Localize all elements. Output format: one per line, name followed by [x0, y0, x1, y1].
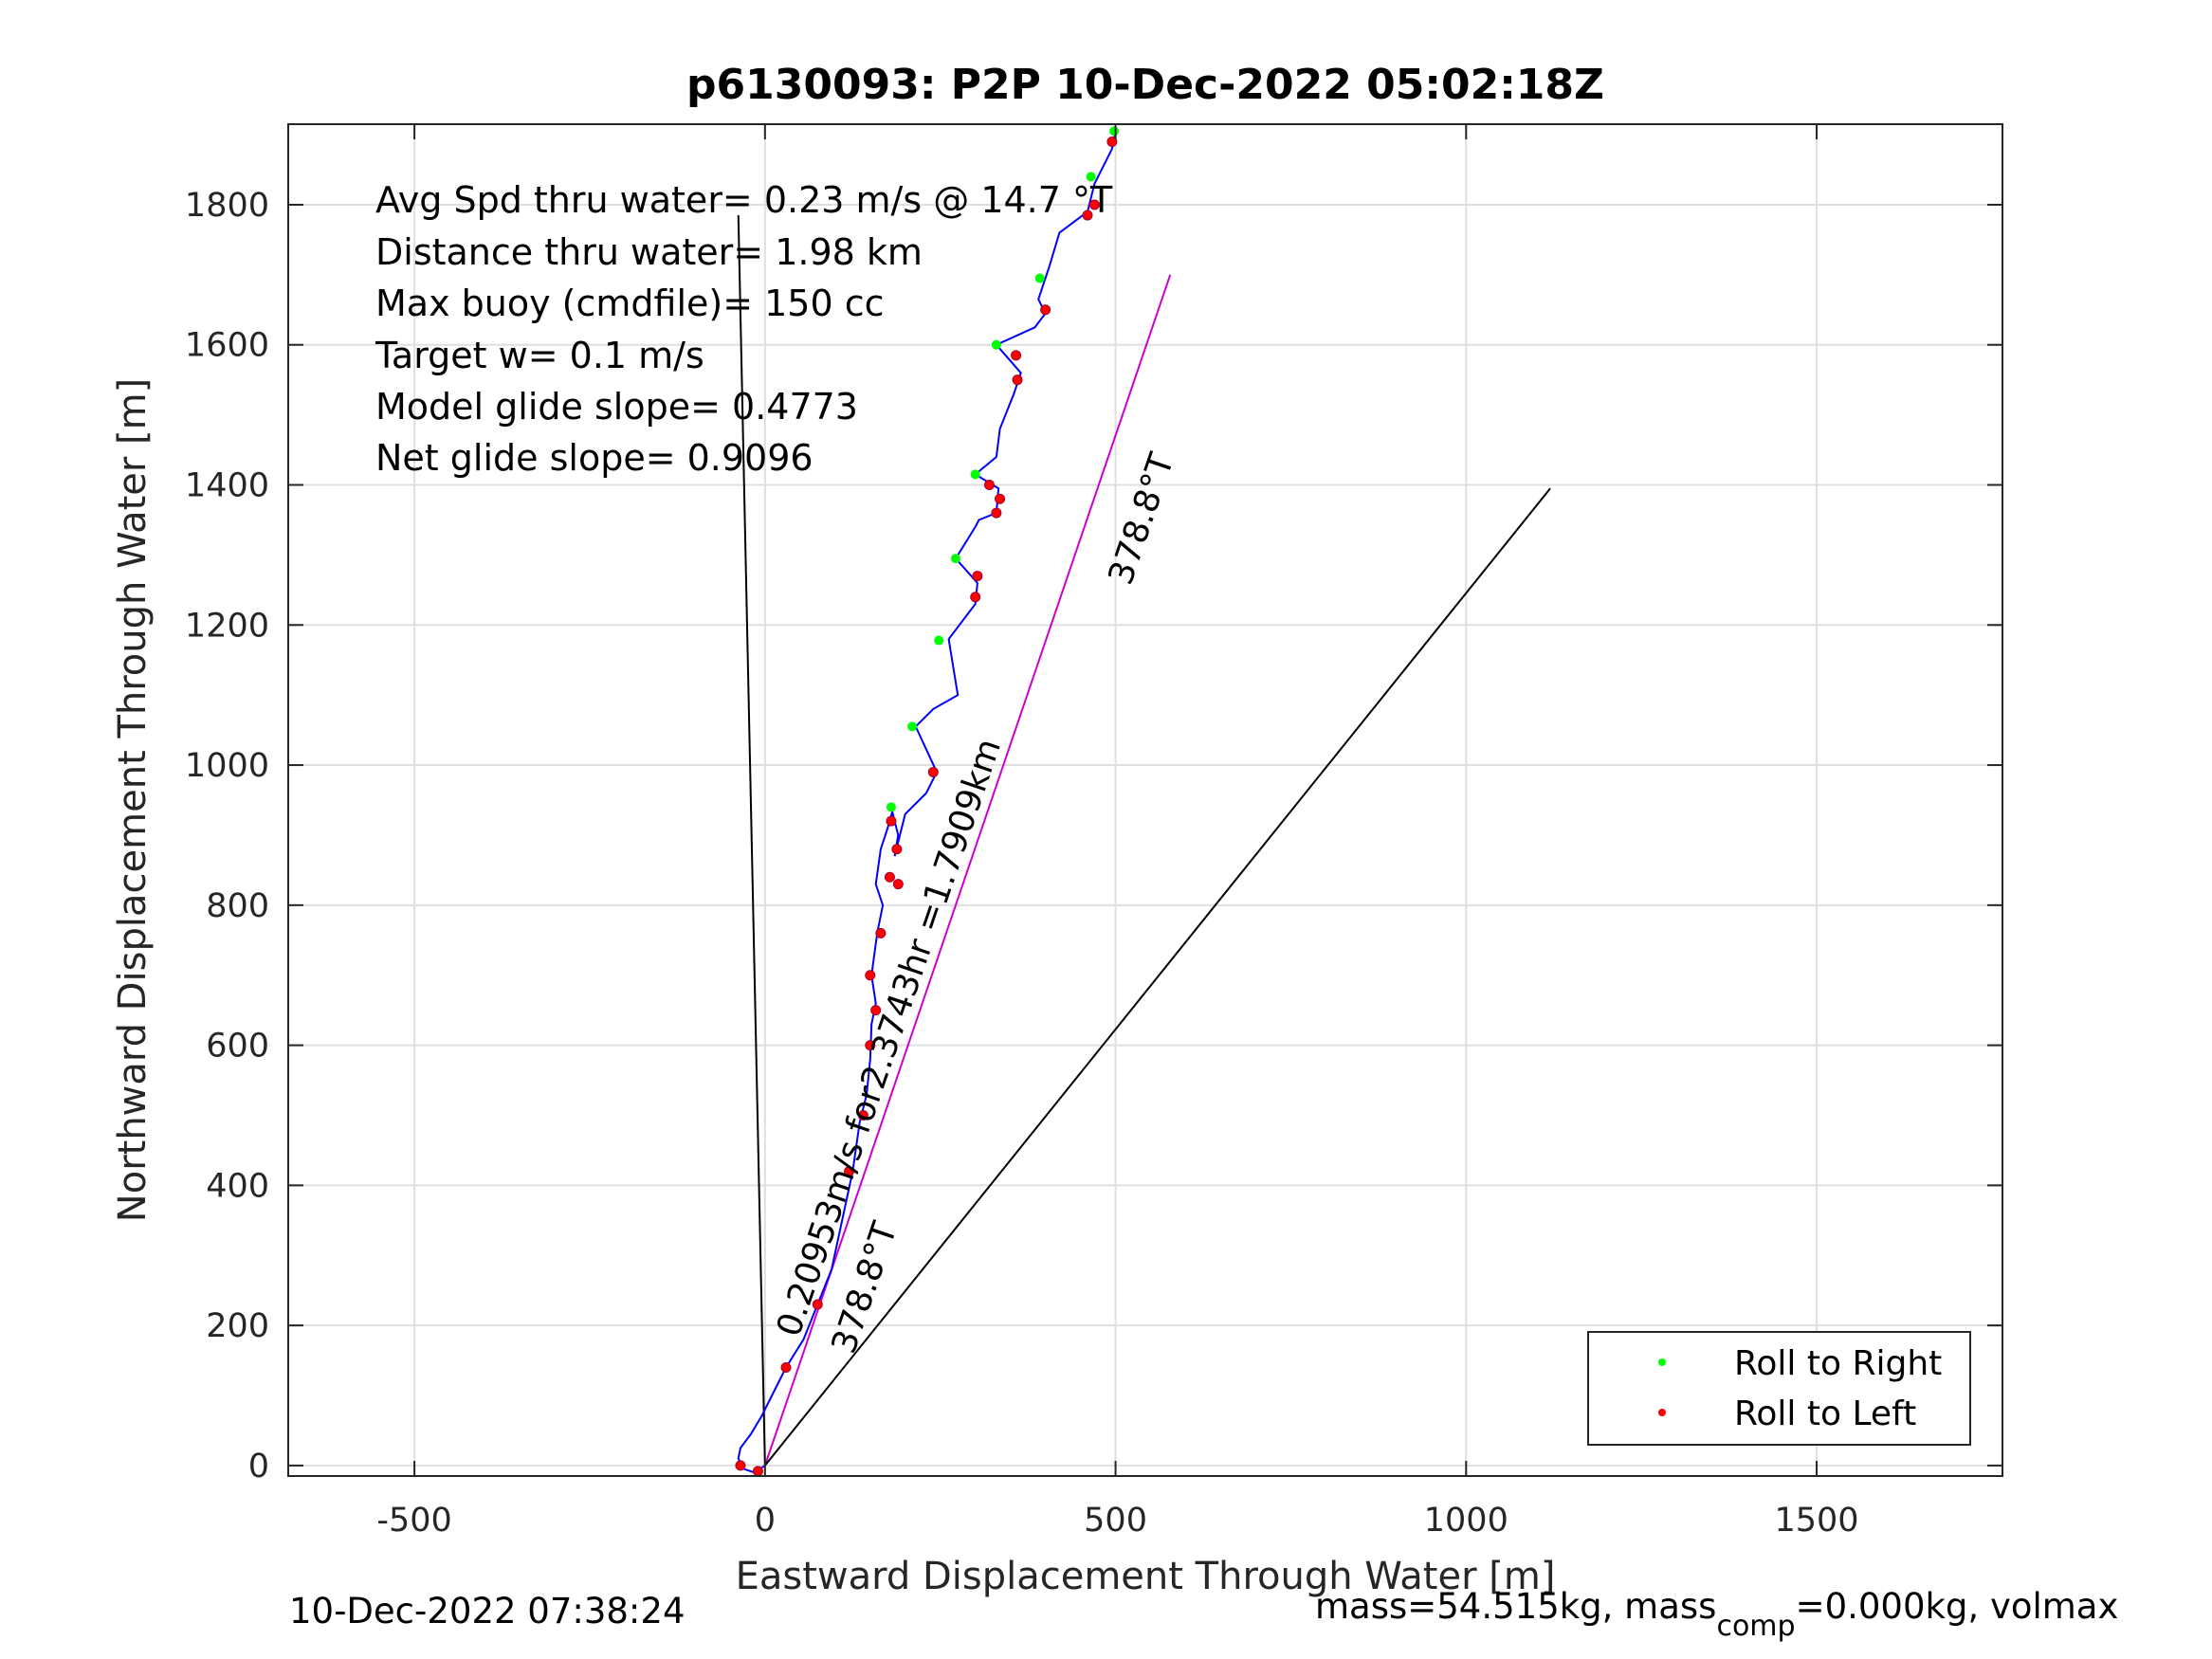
roll-right-point	[1086, 172, 1096, 182]
roll-right-point	[1109, 126, 1120, 137]
legend-box	[1587, 1331, 1971, 1446]
roll-right-point	[970, 469, 980, 480]
roll-left-point	[812, 1299, 823, 1310]
glider-track-line	[737, 131, 1117, 1474]
y-axis-label: Northward Displacement Through Water [m]	[111, 378, 155, 1222]
roll-left-point	[857, 1109, 868, 1121]
grid-lines	[288, 124, 2002, 1476]
y-tick-label: 1600	[185, 327, 269, 365]
x-axis-label: Eastward Displacement Through Water [m]	[736, 1555, 1556, 1598]
footer-mass-rest: =0.000kg, volmax	[1796, 1586, 2119, 1627]
roll-left-point	[983, 480, 995, 491]
roll-left-point	[1012, 374, 1023, 386]
roll-left-point	[927, 766, 939, 777]
x-tick-label: 0	[755, 1502, 776, 1540]
roll-left-point	[870, 1005, 882, 1016]
x-tick-label: -500	[376, 1502, 451, 1540]
axis-ticks: -500 0 500 1000 1500 0 200 400 600 800 1000 1200 140…	[185, 124, 2002, 1540]
plot-frame	[287, 123, 2003, 1477]
footer-mass-info: mass=54.515kg, masscomp=0.000kg, volmax	[1315, 1586, 2118, 1643]
legend-label-roll-right: Roll to Right	[1734, 1344, 1942, 1383]
roll-right-point	[1034, 273, 1045, 283]
roll-left-point	[875, 927, 887, 939]
roll-left-point	[865, 1040, 876, 1051]
roll-left-point	[884, 871, 895, 883]
y-tick-label: 800	[206, 887, 269, 925]
roll-right-point	[907, 721, 918, 732]
y-tick-label: 400	[206, 1167, 269, 1205]
y-tick-label: 1800	[185, 187, 269, 225]
roll-right-point	[991, 339, 1001, 350]
x-tick-label: 1500	[1775, 1502, 1859, 1540]
info-line-target-w: Target w= 0.1 m/s	[375, 335, 704, 376]
chart-title: p6130093: P2P 10-Dec-2022 05:02:18Z	[686, 61, 1604, 109]
roll-left-point	[1040, 304, 1051, 316]
y-tick-label: 600	[206, 1028, 269, 1066]
info-text-block: Avg Spd thru water= 0.23 m/s @ 14.7 °T D…	[375, 179, 1113, 479]
legend-marker-roll-right	[1658, 1358, 1666, 1366]
roll-left-point	[1011, 350, 1022, 361]
y-tick-label: 1400	[185, 467, 269, 505]
roll-left-point	[991, 507, 1002, 519]
roll-right-point	[950, 554, 960, 564]
footer-mass-text: mass=54.515kg, mass	[1315, 1586, 1716, 1627]
info-line-avg-speed: Avg Spd thru water= 0.23 m/s @ 14.7 °T	[375, 179, 1113, 221]
x-tick-label: 500	[1084, 1502, 1147, 1540]
legend-marker-roll-left	[1658, 1409, 1666, 1416]
roll-left-point	[995, 493, 1006, 504]
y-tick-label: 1000	[185, 747, 269, 785]
plot-data	[735, 126, 1551, 1477]
roll-left-point	[972, 571, 983, 582]
current-line-black	[764, 487, 1551, 1467]
roll-left-point	[844, 1166, 855, 1177]
roll-left-point	[865, 970, 876, 981]
roll-left-point	[1088, 199, 1100, 210]
info-line-model-glide: Model glide slope= 0.4773	[375, 386, 858, 428]
roll-left-point	[891, 844, 903, 855]
y-tick-label: 0	[248, 1448, 269, 1486]
roll-left-point	[886, 815, 897, 827]
info-line-distance: Distance thru water= 1.98 km	[375, 231, 923, 273]
info-line-net-glide: Net glide slope= 0.9096	[375, 437, 814, 479]
footer-timestamp: 10-Dec-2022 07:38:24	[289, 1591, 685, 1632]
y-tick-label: 200	[206, 1307, 269, 1345]
roll-left-point	[780, 1361, 792, 1373]
roll-left-point	[735, 1460, 746, 1471]
x-tick-label: 1000	[1424, 1502, 1508, 1540]
roll-left-point	[752, 1466, 763, 1477]
roll-right-point	[934, 635, 944, 646]
y-tick-label: 1200	[185, 607, 269, 645]
roll-left-point	[1106, 136, 1118, 147]
info-line-max-buoy: Max buoy (cmdfile)= 150 cc	[375, 283, 885, 324]
roll-left-point	[892, 879, 904, 890]
legend: Roll to Right Roll to Left	[1587, 1331, 1971, 1446]
roll-right-point	[886, 802, 896, 812]
footer-mass-subscript: comp	[1716, 1610, 1795, 1643]
roll-left-point	[1082, 210, 1093, 221]
legend-label-roll-left: Roll to Left	[1734, 1395, 1916, 1433]
roll-left-point	[970, 592, 981, 603]
heading-line-up	[737, 215, 766, 1466]
